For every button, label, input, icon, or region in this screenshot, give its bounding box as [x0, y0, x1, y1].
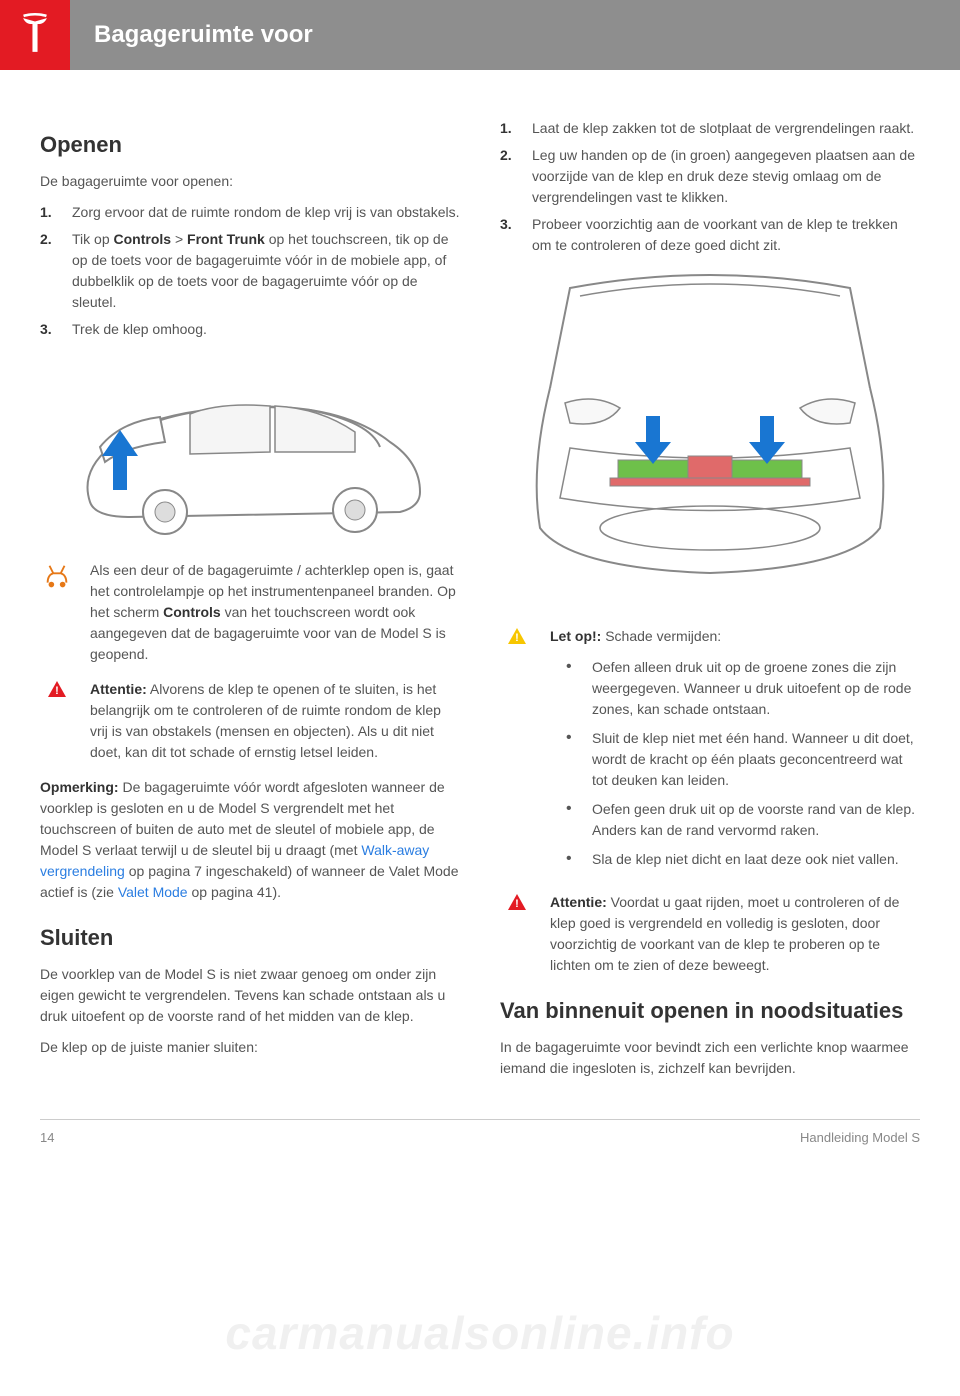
close-steps: 1. Laat de klep zakken tot de slotplaat … [500, 118, 920, 256]
link-valet-mode[interactable]: Valet Mode [118, 884, 188, 900]
left-column: Openen De bagageruimte voor openen: 1. Z… [40, 110, 460, 1089]
letop-bullets: Oefen alleen druk uit op de groene zones… [566, 657, 920, 870]
step-text: Zorg ervoor dat de ruimte rondom de klep… [72, 202, 460, 223]
attentie-openen: Attentie: Alvorens de klep te openen of … [40, 679, 460, 763]
tesla-logo-block [0, 0, 70, 70]
page-header: Bagageruimte voor [0, 0, 960, 70]
letop-block: Let op!: Schade vermijden: Oefen alleen … [500, 626, 920, 878]
door-open-indicator-icon [40, 560, 74, 665]
page-title: Bagageruimte voor [94, 17, 313, 53]
heading-emergency: Van binnenuit openen in noodsituaties [500, 994, 920, 1027]
tesla-logo-icon [18, 13, 52, 57]
warning-triangle-red-icon [508, 894, 526, 910]
list-item: 2. Tik op Controls > Front Trunk op het … [40, 229, 460, 313]
watermark: carmanualsonline.info [0, 1299, 960, 1368]
step-text: Trek de klep omhoog. [72, 319, 460, 340]
page-number: 14 [40, 1128, 54, 1148]
list-item: Sla de klep niet dicht en laat deze ook … [566, 849, 920, 870]
diagram-car-front-close [500, 268, 920, 608]
step-text: Probeer voorzichtig aan de voorkant van … [532, 214, 920, 256]
step-number: 1. [500, 118, 518, 139]
title-block: Bagageruimte voor [70, 0, 960, 70]
letop-label: Let op!: [550, 628, 601, 644]
emergency-paragraph: In de bagageruimte voor bevindt zich een… [500, 1037, 920, 1079]
step-text: Leg uw handen op de (in groen) aangegeve… [532, 145, 920, 208]
step-number: 2. [40, 229, 58, 313]
list-item: Oefen geen druk uit op de voorste rand v… [566, 799, 920, 841]
opmerking-label: Opmerking: [40, 779, 119, 795]
list-item: Oefen alleen druk uit op de groene zones… [566, 657, 920, 720]
attentie-label: Attentie: [90, 681, 147, 697]
list-item: 2. Leg uw handen op de (in groen) aangeg… [500, 145, 920, 208]
right-column: 1. Laat de klep zakken tot de slotplaat … [500, 110, 920, 1089]
page-footer: 14 Handleiding Model S [40, 1119, 920, 1162]
list-item: Sluit de klep niet met één hand. Wanneer… [566, 728, 920, 791]
warning-icon [500, 892, 534, 976]
attentie-sluiten: Attentie: Voordat u gaat rijden, moet u … [500, 892, 920, 976]
diagram-car-side-open [40, 352, 460, 542]
doc-title-footer: Handleiding Model S [800, 1128, 920, 1148]
open-steps: 1. Zorg ervoor dat de ruimte rondom de k… [40, 202, 460, 340]
indicator-note-text: Als een deur of de bagageruimte / achter… [90, 560, 460, 665]
heading-openen: Openen [40, 128, 460, 161]
attentie-label: Attentie: [550, 894, 607, 910]
step-number: 3. [500, 214, 518, 256]
caution-icon [500, 626, 534, 878]
indicator-note: Als een deur of de bagageruimte / achter… [40, 560, 460, 665]
list-item: 3. Probeer voorzichtig aan de voorkant v… [500, 214, 920, 256]
step-text: Laat de klep zakken tot de slotplaat de … [532, 118, 920, 139]
sluiten-p2: De klep op de juiste manier sluiten: [40, 1037, 460, 1058]
car-side-svg [70, 352, 430, 542]
warning-triangle-red-icon [48, 681, 66, 697]
step-number: 2. [500, 145, 518, 208]
sluiten-p1: De voorklep van de Model S is niet zwaar… [40, 964, 460, 1027]
step-number: 3. [40, 319, 58, 340]
list-item: 3. Trek de klep omhoog. [40, 319, 460, 340]
list-item: 1. Zorg ervoor dat de ruimte rondom de k… [40, 202, 460, 223]
open-intro: De bagageruimte voor openen: [40, 171, 460, 192]
letop-intro: Schade vermijden: [601, 628, 721, 644]
step-text: Tik op Controls > Front Trunk op het tou… [72, 229, 460, 313]
car-front-svg [510, 268, 910, 608]
content-area: Openen De bagageruimte voor openen: 1. Z… [0, 70, 960, 1109]
warning-icon [40, 679, 74, 763]
warning-triangle-yellow-icon [508, 628, 526, 644]
heading-sluiten: Sluiten [40, 921, 460, 954]
list-item: 1. Laat de klep zakken tot de slotplaat … [500, 118, 920, 139]
step-number: 1. [40, 202, 58, 223]
opmerking-paragraph: Opmerking: De bagageruimte vóór wordt af… [40, 777, 460, 903]
